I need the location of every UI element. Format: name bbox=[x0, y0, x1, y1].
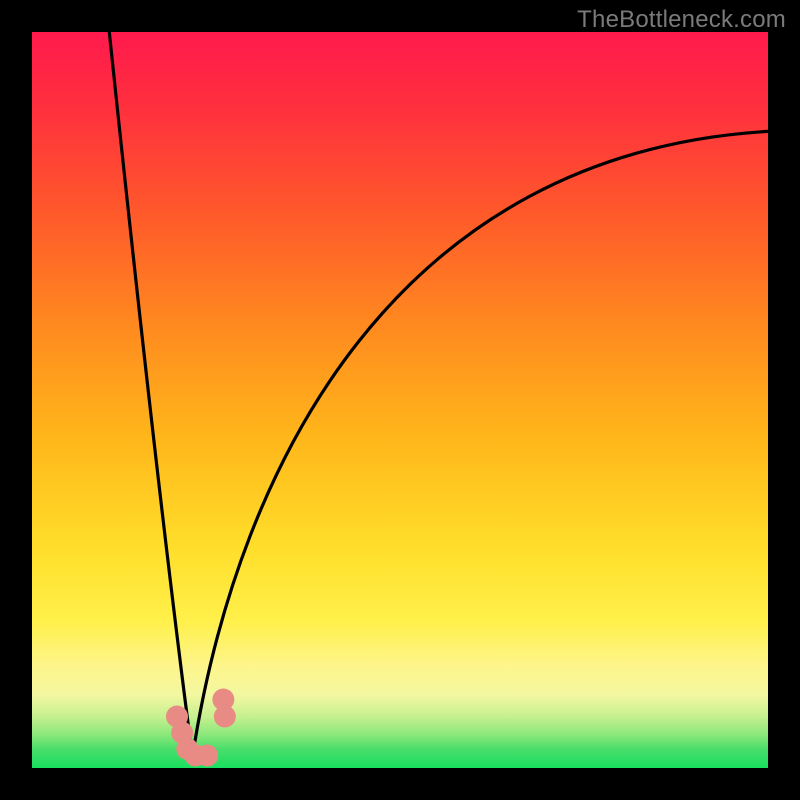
bottleneck-plot bbox=[0, 0, 800, 800]
watermark-text: TheBottleneck.com bbox=[577, 6, 786, 34]
valley-marker-dot bbox=[214, 705, 236, 727]
valley-marker-dot bbox=[196, 744, 218, 766]
plot-background bbox=[32, 32, 768, 768]
stage: TheBottleneck.com bbox=[0, 0, 800, 800]
